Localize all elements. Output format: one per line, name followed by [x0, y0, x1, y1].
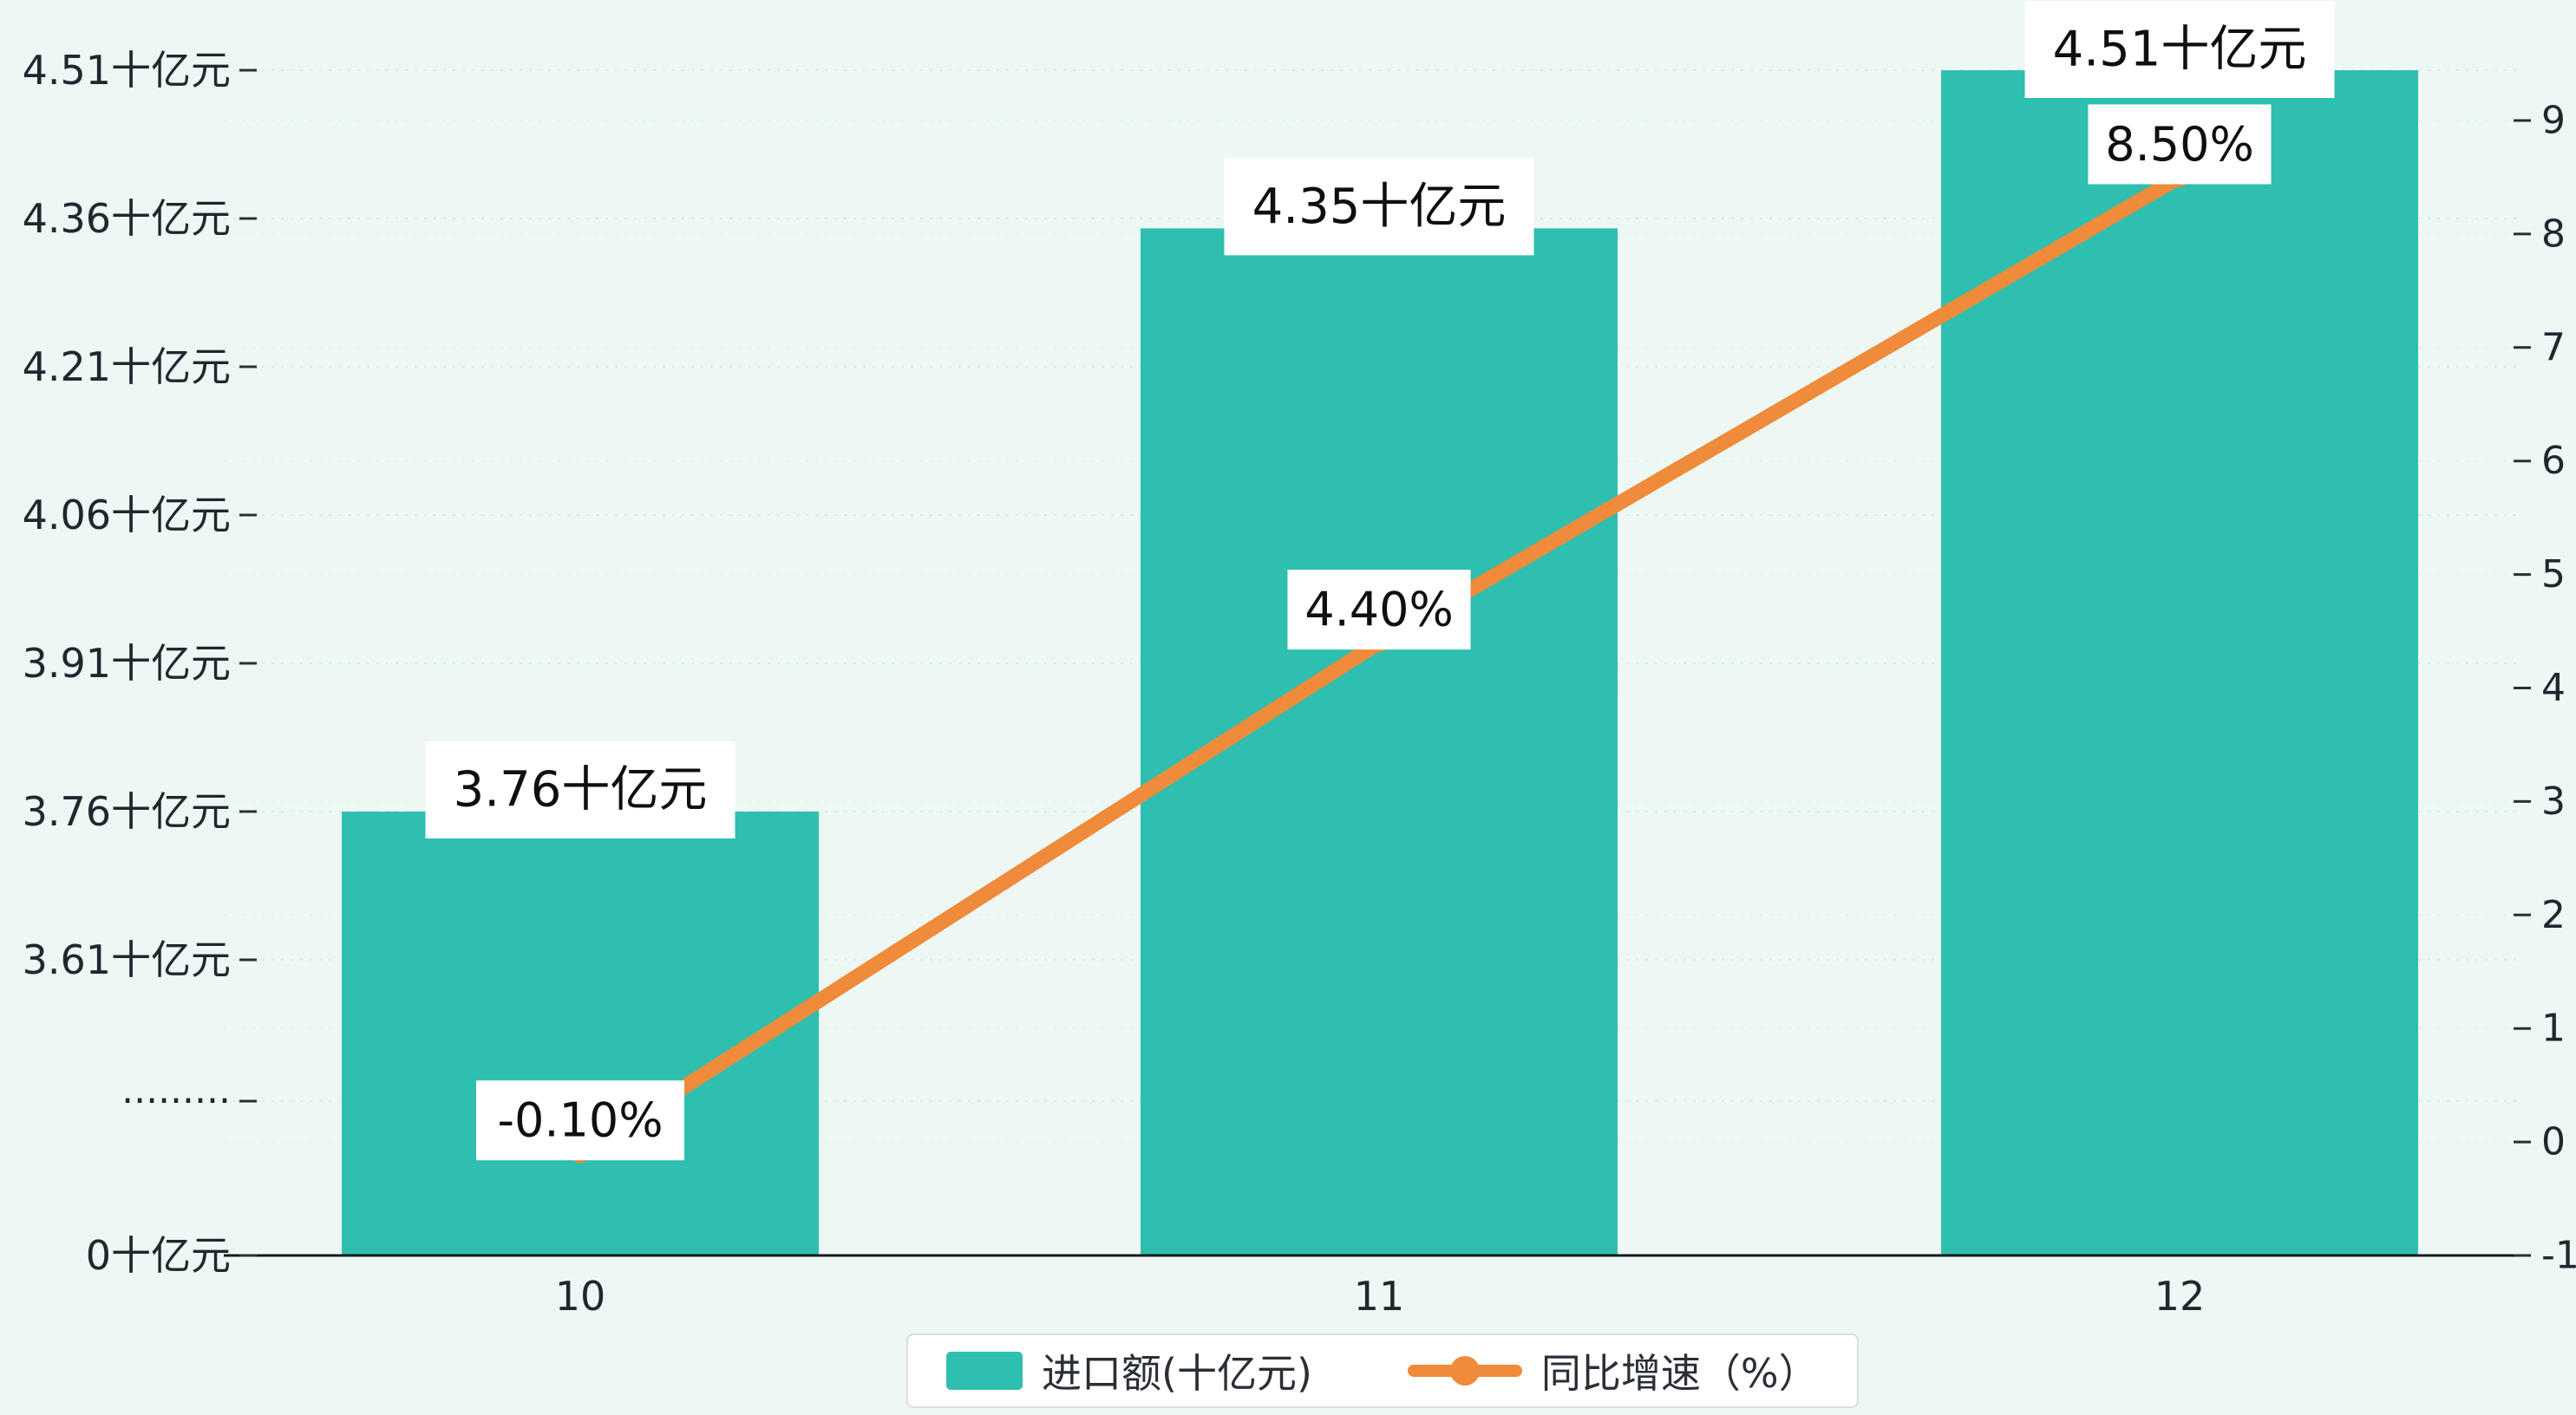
bar-label: 3.76十亿元	[454, 762, 708, 818]
bar-label: 4.51十亿元	[2053, 22, 2307, 78]
left-tick-label: 3.61十亿元	[23, 936, 231, 983]
legend: 进口额(十亿元) 同比增速（%）	[906, 1333, 1859, 1408]
right-tick-label: -1	[2541, 1234, 2576, 1278]
bar-12[interactable]	[1941, 70, 2418, 1255]
bar-label-box	[2024, 1, 2335, 98]
x-category-label: 12	[2154, 1273, 2206, 1320]
legend-item-growth[interactable]: 同比增速（%）	[1407, 1342, 1819, 1399]
growth-label: -0.10%	[497, 1093, 663, 1148]
x-category-label: 11	[1354, 1273, 1405, 1320]
bar-label-box	[425, 741, 736, 838]
right-tick-label: 2	[2541, 893, 2566, 937]
x-category-label: 10	[555, 1273, 606, 1320]
bar-label: 4.35十亿元	[1252, 179, 1507, 235]
growth-label-box	[2088, 104, 2272, 185]
right-tick-label: 9	[2541, 99, 2566, 143]
left-tick-label: 0十亿元	[86, 1232, 231, 1279]
left-tick-label: 3.91十亿元	[23, 640, 231, 687]
right-tick-label: 0	[2541, 1120, 2566, 1164]
legend-item-imports[interactable]: 进口额(十亿元)	[946, 1342, 1312, 1399]
legend-bar-swatch-icon	[946, 1352, 1023, 1390]
bar-10[interactable]	[342, 812, 819, 1255]
right-tick-label: 7	[2541, 325, 2566, 369]
right-tick-label: 3	[2541, 779, 2566, 824]
left-tick-label: 4.06十亿元	[23, 492, 231, 538]
left-tick-label: 4.21十亿元	[23, 343, 231, 390]
left-axis-break-label: ·········	[121, 1079, 231, 1124]
right-tick-label: 1	[2541, 1007, 2566, 1051]
right-tick-label: 6	[2541, 439, 2566, 483]
right-tick-label: 4	[2541, 666, 2566, 710]
growth-label-box	[476, 1080, 684, 1161]
bar-label-box	[1224, 158, 1534, 256]
left-tick-label: 4.36十亿元	[23, 195, 231, 242]
legend-label-growth: 同比增速（%）	[1540, 1350, 1819, 1397]
right-tick-label: 5	[2541, 552, 2566, 597]
left-tick-label: 4.51十亿元	[23, 47, 231, 94]
growth-label: 4.40%	[1304, 583, 1454, 637]
growth-label-box	[1287, 570, 1471, 650]
legend-label-imports: 进口额(十亿元)	[1042, 1350, 1312, 1397]
legend-line-marker-icon	[1407, 1352, 1522, 1390]
left-tick-label: 3.76十亿元	[23, 788, 231, 835]
right-tick-label: 8	[2541, 212, 2566, 256]
growth-label: 8.50%	[2105, 117, 2254, 172]
